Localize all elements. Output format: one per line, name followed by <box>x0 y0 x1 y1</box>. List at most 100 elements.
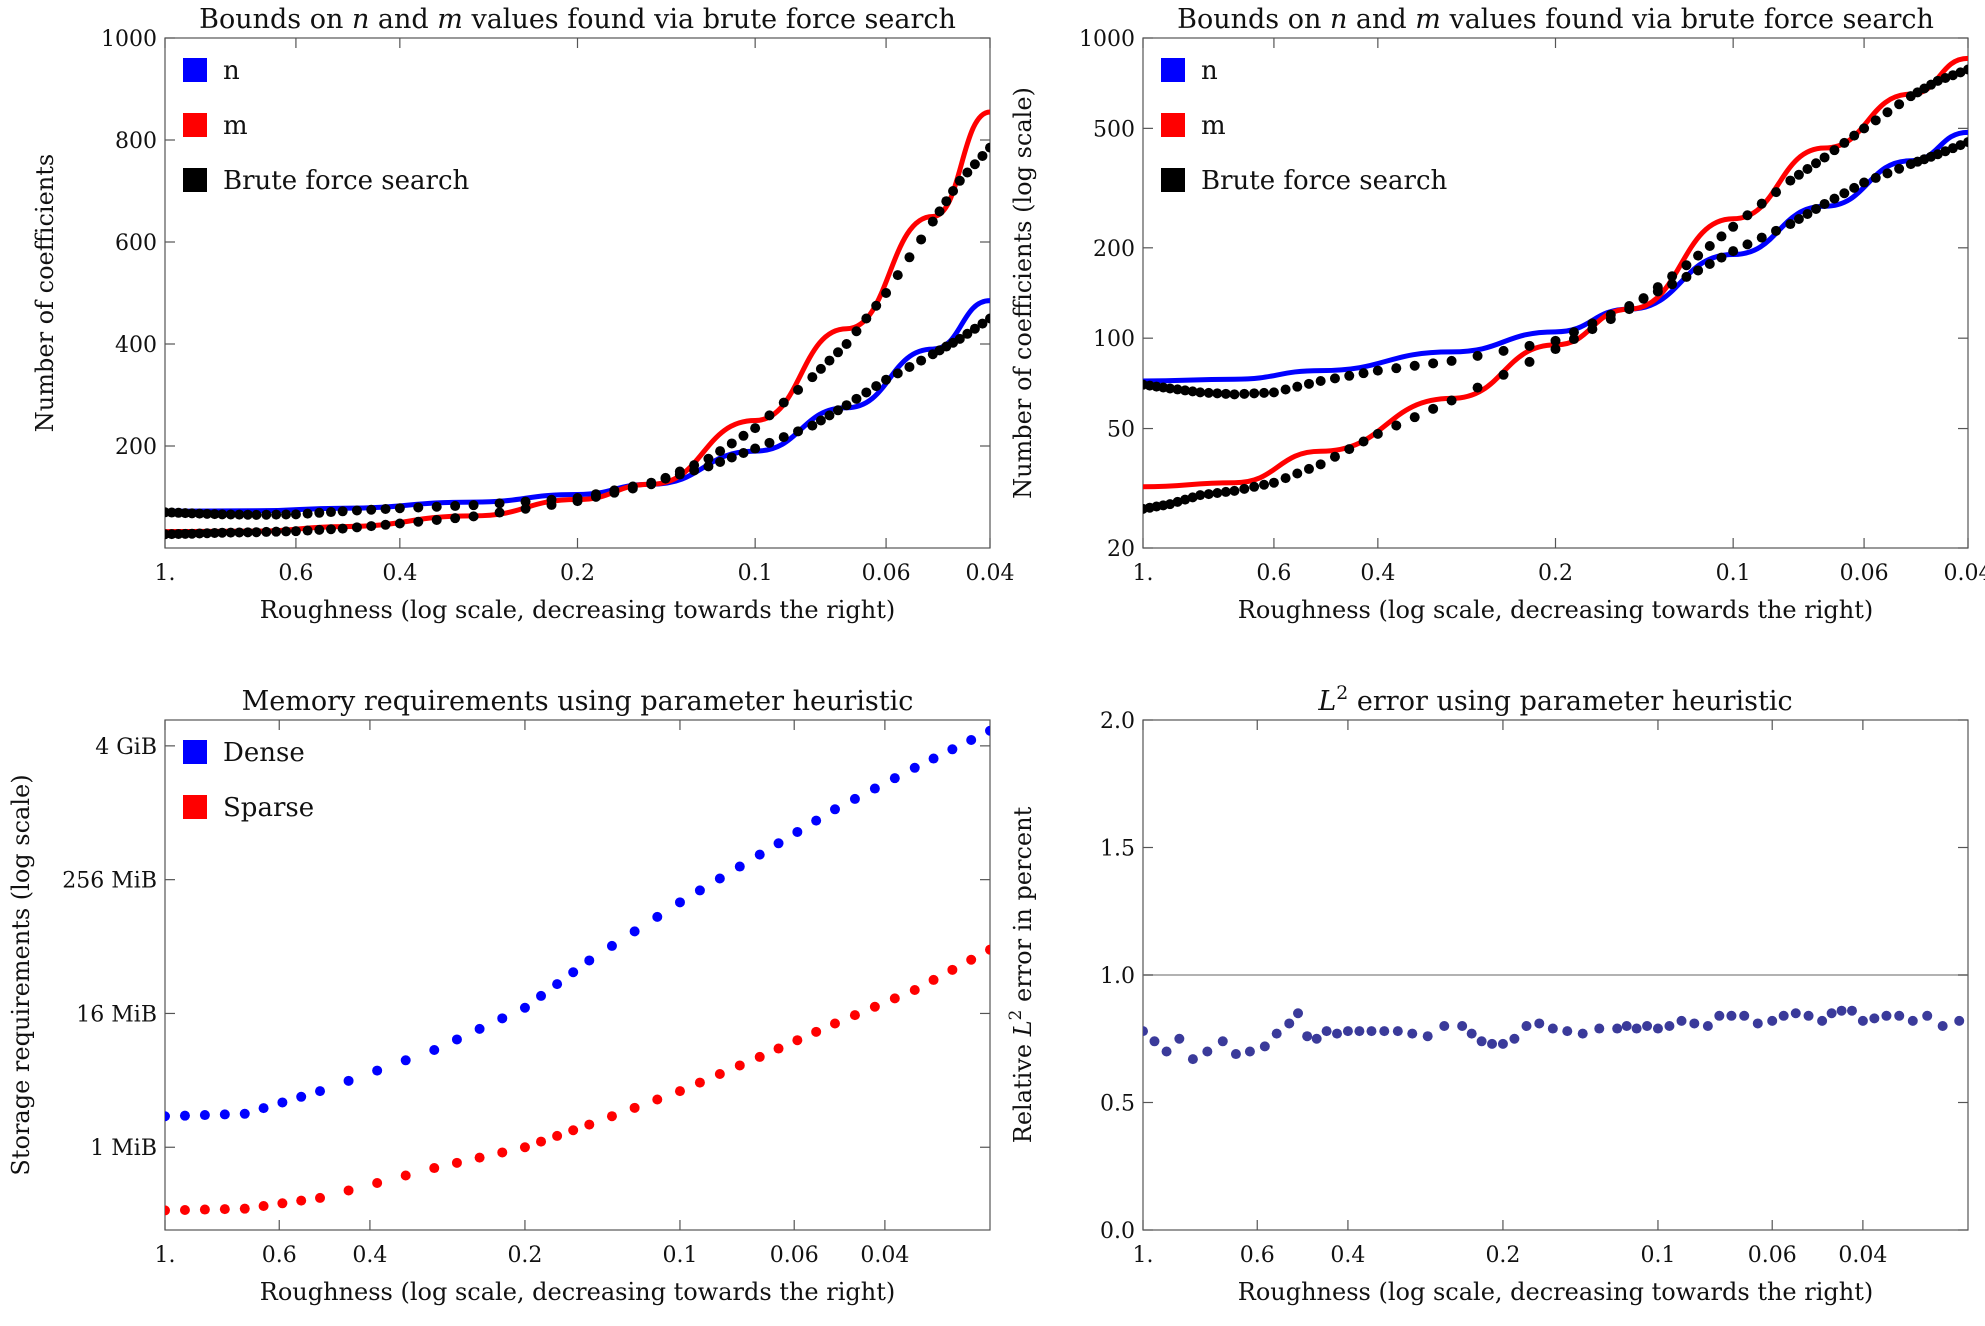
data-point <box>1521 1021 1532 1031</box>
data-point <box>1509 1033 1520 1044</box>
data-point <box>1174 1033 1185 1044</box>
data-point <box>909 762 920 773</box>
data-point <box>1180 494 1191 505</box>
data-point <box>572 496 583 507</box>
data-point <box>372 1065 383 1076</box>
x-tick-label: 0.04 <box>1838 1243 1887 1268</box>
data-point <box>1849 182 1860 193</box>
y-tick-label: 500 <box>1093 117 1135 142</box>
data-point <box>1664 1021 1675 1031</box>
x-tick-label: 0.6 <box>278 561 313 586</box>
data-point <box>966 735 977 746</box>
y-tick-label: 1.5 <box>1100 837 1135 862</box>
data-point <box>199 1204 210 1215</box>
data-point <box>1819 198 1830 209</box>
data-point <box>1354 1026 1365 1037</box>
data-point <box>343 1075 354 1086</box>
data-point <box>1819 152 1830 163</box>
data-point <box>1894 163 1905 174</box>
data-point <box>977 318 988 329</box>
legend-label: m <box>1201 111 1226 141</box>
data-point <box>351 522 362 533</box>
data-point <box>1472 350 1483 361</box>
data-point <box>1392 1026 1403 1037</box>
data-point <box>811 815 822 826</box>
data-point <box>1446 355 1457 366</box>
data-point <box>1487 1038 1498 1049</box>
x-tick-label: 0.4 <box>1360 561 1395 586</box>
series-sparse <box>165 944 990 1216</box>
data-point <box>1409 412 1420 423</box>
data-point <box>1220 388 1231 399</box>
data-point <box>1259 387 1270 398</box>
x-tick-label: 0.1 <box>738 561 773 586</box>
data-point <box>451 1034 462 1045</box>
data-point <box>1829 145 1840 156</box>
data-point <box>413 516 424 527</box>
x-axis-label: Roughness (log scale, decreasing towards… <box>260 596 895 624</box>
data-point <box>1187 1054 1198 1065</box>
legend-swatch <box>1161 113 1185 137</box>
data-point <box>869 783 880 794</box>
data-point <box>1728 246 1739 257</box>
data-point <box>277 1198 288 1209</box>
data-point <box>969 323 980 334</box>
data-point <box>536 990 547 1001</box>
data-point <box>429 1163 440 1174</box>
data-point <box>584 1119 595 1130</box>
chart-top-left: Bounds on n and m values found via brute… <box>31 4 1014 624</box>
series-points <box>1143 1005 1965 1065</box>
data-point <box>187 528 198 539</box>
data-point <box>1165 499 1176 510</box>
data-point <box>1756 198 1767 209</box>
data-point <box>165 1205 170 1216</box>
data-point <box>1869 1013 1880 1024</box>
y-axis-label: Relative L2 error in percent <box>1005 806 1037 1143</box>
data-point <box>1870 172 1881 183</box>
data-point <box>1704 241 1715 252</box>
data-point <box>841 339 852 349</box>
data-point <box>652 911 663 922</box>
data-point <box>1195 490 1206 501</box>
x-tick-label: 1. <box>1133 561 1154 586</box>
data-point <box>1849 130 1860 141</box>
data-point <box>652 1094 663 1105</box>
data-point <box>536 1136 547 1147</box>
data-point <box>764 437 775 448</box>
data-point <box>400 1170 411 1181</box>
data-point <box>1187 492 1198 503</box>
data-point <box>1220 486 1231 497</box>
data-point <box>1756 232 1767 243</box>
data-point <box>934 206 945 217</box>
x-axis-label: Roughness (log scale, decreasing towards… <box>1238 596 1873 624</box>
x-axis-label: Roughness (log scale, decreasing towards… <box>1238 1278 1873 1306</box>
data-point <box>1676 1015 1687 1026</box>
data-point <box>1631 1023 1642 1034</box>
data-point <box>1638 293 1649 304</box>
data-point <box>869 1001 880 1012</box>
data-point <box>1839 188 1850 199</box>
x-tick-label: 1. <box>155 561 176 586</box>
data-point <box>754 1051 765 1062</box>
data-point <box>1605 314 1616 325</box>
data-point <box>829 1018 840 1029</box>
data-point <box>281 526 292 537</box>
data-point <box>1203 489 1214 500</box>
data-point <box>568 1125 579 1136</box>
series-n <box>165 298 990 514</box>
data-point <box>793 384 804 395</box>
data-point <box>1268 477 1279 488</box>
data-point <box>1550 335 1561 346</box>
data-point <box>1292 468 1303 479</box>
data-point <box>985 142 990 153</box>
data-point <box>1409 360 1420 371</box>
data-point <box>1239 388 1250 399</box>
data-point <box>1344 370 1355 381</box>
data-point <box>947 744 958 755</box>
data-point <box>1271 1028 1282 1039</box>
data-point <box>738 430 749 441</box>
data-point <box>1329 451 1340 462</box>
x-tick-label: 0.1 <box>662 1243 697 1268</box>
data-point <box>450 513 461 524</box>
data-point <box>792 1035 803 1046</box>
